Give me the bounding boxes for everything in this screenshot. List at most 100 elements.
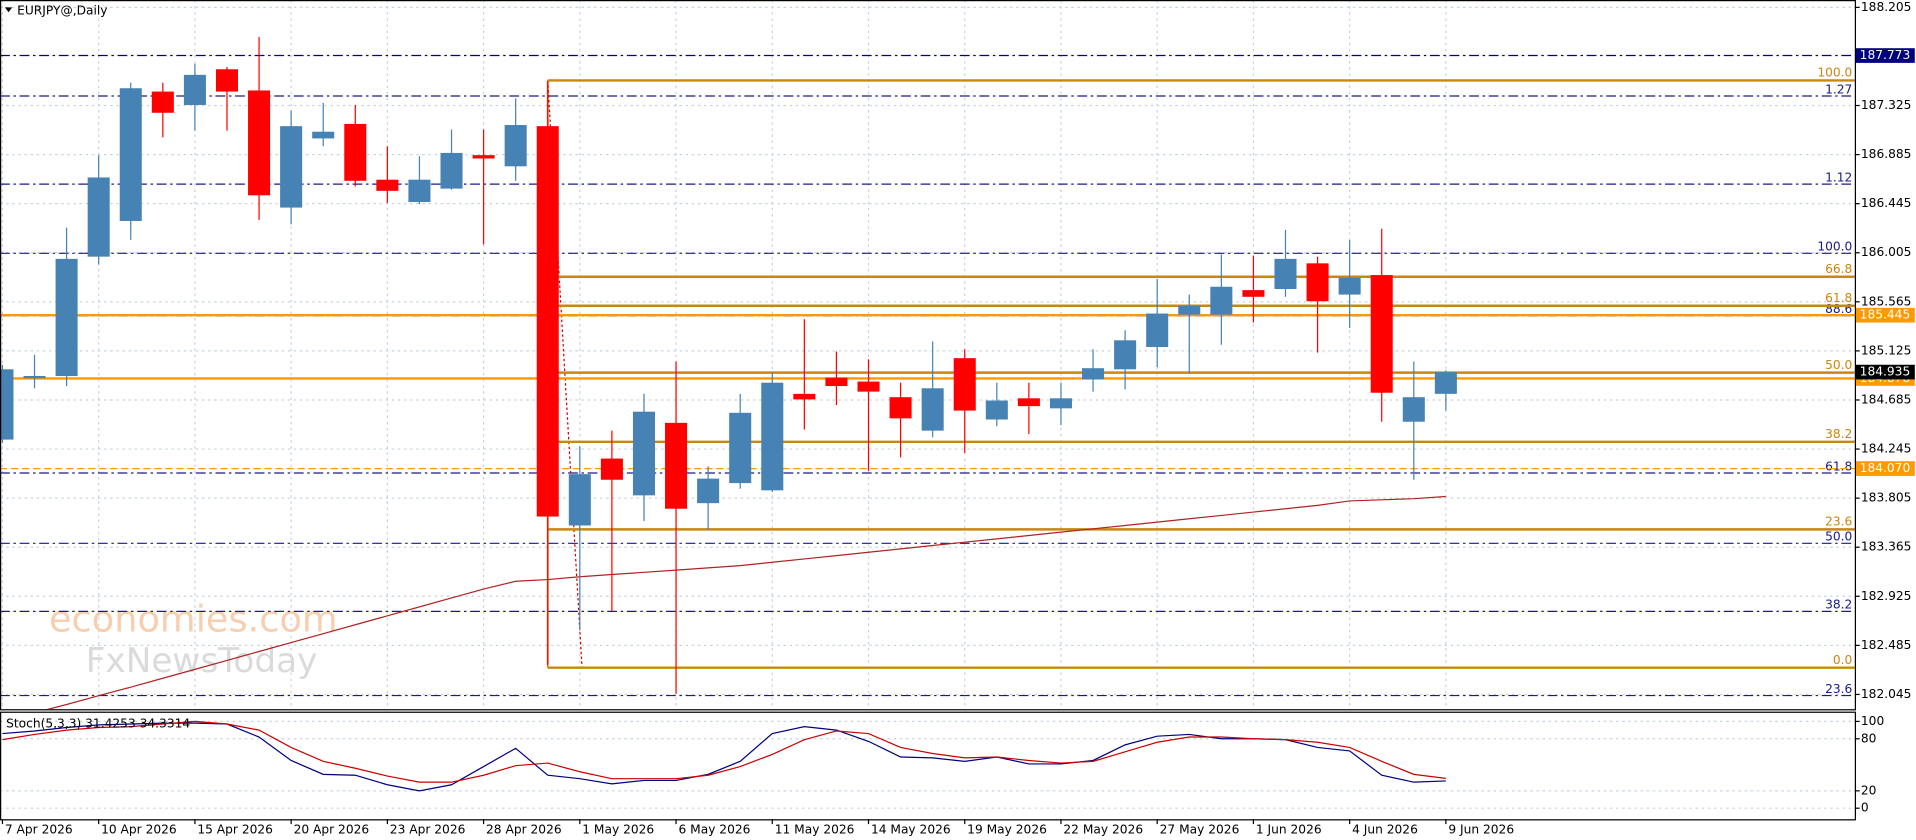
x-tick-label: 15 Apr 2026 <box>197 823 273 837</box>
y-tick-label: 20 <box>1861 783 1877 797</box>
x-tick-label: 27 May 2026 <box>1160 823 1240 837</box>
candle-body <box>376 179 399 191</box>
candle-body <box>440 152 463 189</box>
candle-body <box>953 358 976 411</box>
candle-body <box>1178 305 1201 315</box>
candle-body <box>1146 313 1169 348</box>
fib-retracement-label: 38.2 <box>1825 427 1852 441</box>
fib-extension-label: 61.8 <box>1825 459 1852 473</box>
candle-body <box>183 74 206 105</box>
candle-body <box>55 258 78 377</box>
y-tick-label: 182.485 <box>1861 638 1912 652</box>
y-tick-label: 185.125 <box>1861 343 1912 357</box>
candle-body <box>825 377 848 387</box>
candle-body <box>1274 258 1297 289</box>
watermark: economies.com <box>49 598 338 641</box>
candle-body <box>312 131 335 139</box>
y-tick-label: 187.325 <box>1861 98 1912 112</box>
fib-retracement-label: 61.8 <box>1825 291 1852 305</box>
moving-average <box>46 495 1446 710</box>
fib-extension-label: 38.2 <box>1825 598 1852 612</box>
fib-retracement-label: 50.0 <box>1825 358 1852 372</box>
candle-body <box>600 458 623 480</box>
candle-body <box>472 155 495 159</box>
y-tick-label: 183.365 <box>1861 540 1912 554</box>
candle-body <box>632 411 655 496</box>
price-box-label: 184.070 <box>1860 461 1911 475</box>
y-tick-label: 0 <box>1861 801 1869 815</box>
candle-body <box>280 126 303 208</box>
y-tick-label: 182.045 <box>1861 687 1912 701</box>
price-box <box>1856 48 1915 63</box>
fib-retracement-label: 66.8 <box>1825 262 1852 276</box>
stoch-panel <box>0 720 1855 809</box>
candle-body <box>985 400 1008 420</box>
y-tick-label: 185.565 <box>1861 294 1912 308</box>
candle-body <box>151 91 174 113</box>
candle-body <box>1370 275 1393 393</box>
x-tick-label: 23 Apr 2026 <box>390 823 466 837</box>
candle-body <box>119 88 142 221</box>
y-tick-label: 186.005 <box>1861 245 1912 259</box>
candle-body <box>1306 263 1329 302</box>
fib-retracement-label: 23.6 <box>1825 515 1852 529</box>
candle-body <box>408 179 431 202</box>
candle-body <box>793 393 816 400</box>
x-tick-label: 10 Apr 2026 <box>101 823 177 837</box>
candle-body <box>857 381 880 392</box>
y-tick-label: 100 <box>1861 714 1884 728</box>
candle-body <box>23 376 46 379</box>
y-tick-label: 183.805 <box>1861 491 1912 505</box>
chart-title: EURJPY@,Daily <box>17 4 107 18</box>
x-tick-label: 1 May 2026 <box>582 823 654 837</box>
x-tick-label: 11 May 2026 <box>775 823 855 837</box>
x-tick-label: 1 Jun 2026 <box>1256 823 1322 837</box>
main-panel: economies.comFxNewsToday1.271.12100.088.… <box>0 0 1855 710</box>
candle-body <box>1114 340 1137 370</box>
candle-body <box>729 412 752 484</box>
y-tick-label: 184.245 <box>1861 442 1912 456</box>
stoch-line <box>2 720 1446 783</box>
price-box-label: 185.445 <box>1860 308 1911 322</box>
fib-retracement-label: 0.0 <box>1833 653 1852 667</box>
x-tick-label: 14 May 2026 <box>871 823 951 837</box>
menu-arrow[interactable] <box>4 7 13 13</box>
y-tick-label: 80 <box>1861 731 1877 745</box>
candle-body <box>215 69 239 92</box>
candle-body <box>1017 398 1040 407</box>
candle-body <box>697 478 720 504</box>
candle-body <box>568 474 591 526</box>
candle-body <box>1402 397 1425 422</box>
x-tick-label: 22 May 2026 <box>1063 823 1143 837</box>
candle-body <box>1242 290 1265 297</box>
x-tick-label: 9 Jun 2026 <box>1448 823 1514 837</box>
x-tick-label: 28 Apr 2026 <box>486 823 562 837</box>
fib-extension-label: 100.0 <box>1817 240 1852 254</box>
y-tick-label: 182.925 <box>1861 589 1912 603</box>
current-price-label: 184.935 <box>1860 365 1911 379</box>
fib-extension-label: 1.12 <box>1825 171 1852 185</box>
candle-body <box>536 126 559 517</box>
price-box-label: 187.773 <box>1860 48 1911 62</box>
watermark: FxNewsToday <box>86 641 318 681</box>
fib-extension-label: 50.0 <box>1825 530 1852 544</box>
main-frame <box>0 0 1857 711</box>
price-box <box>1856 461 1915 476</box>
x-tick-label: 20 Apr 2026 <box>294 823 370 837</box>
x-tick-label: 7 Apr 2026 <box>5 823 73 837</box>
candle-body <box>1338 277 1361 295</box>
x-tick-label: 6 May 2026 <box>678 823 750 837</box>
y-tick-label: 186.445 <box>1861 196 1912 210</box>
x-tick-label: 19 May 2026 <box>967 823 1047 837</box>
stoch-frame <box>0 711 1857 821</box>
candle-body <box>665 422 688 509</box>
candle-body <box>1049 398 1072 409</box>
candle-body <box>344 123 367 181</box>
candle-body <box>1082 368 1105 380</box>
candle-body <box>87 177 110 257</box>
candle-body <box>889 397 912 419</box>
